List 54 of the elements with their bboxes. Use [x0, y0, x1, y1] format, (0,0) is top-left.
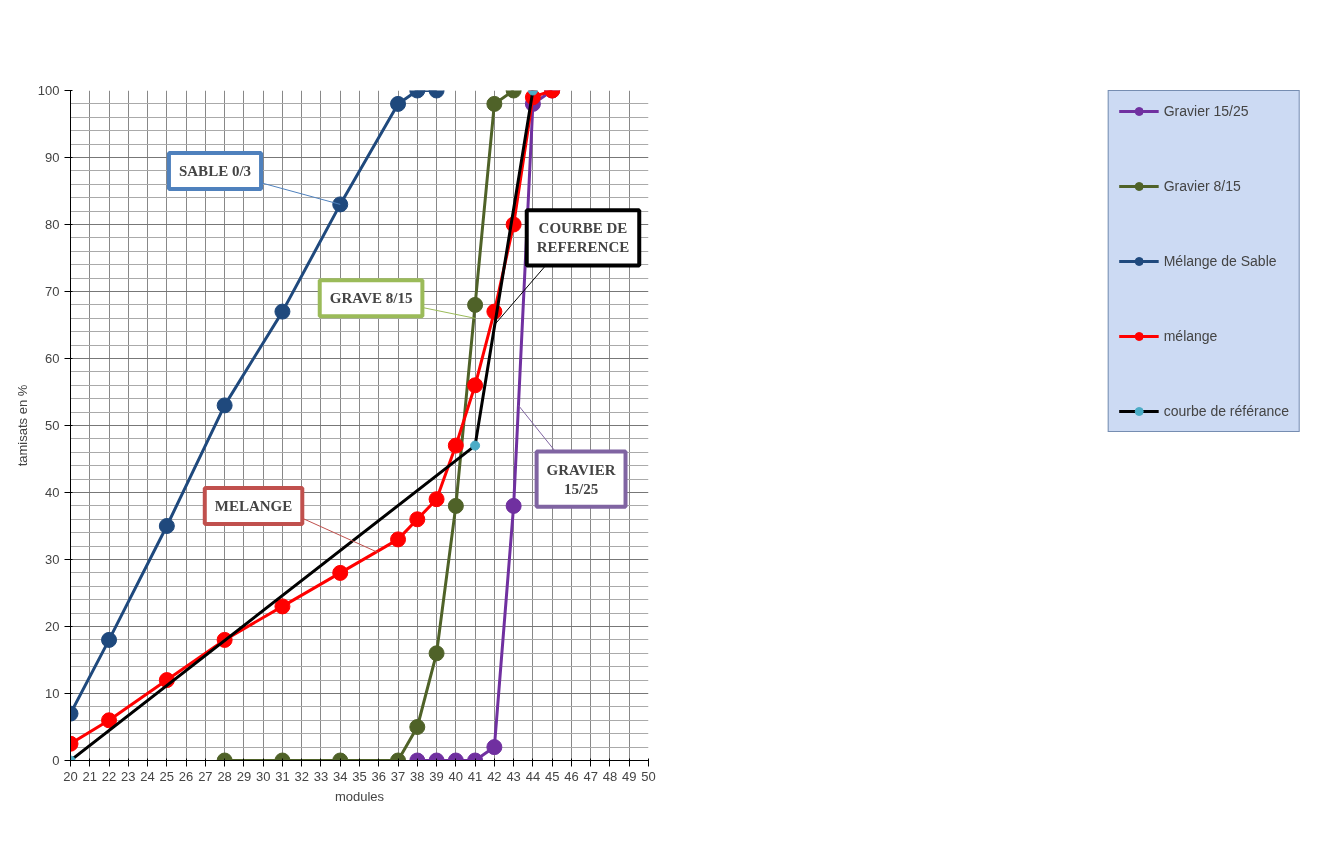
x-tick-label: 22 [101, 768, 117, 784]
x-tick-label: 39 [429, 768, 444, 784]
x-tick-label: 41 [467, 768, 483, 784]
legend-label: Mélange de Sable [1163, 253, 1277, 269]
x-tick-label: 20 [63, 768, 78, 784]
x-tick-label: 21 [82, 768, 98, 784]
x-tick-label: 44 [525, 768, 541, 784]
x-tick-label: 23 [121, 768, 136, 784]
x-tick-label: 43 [506, 768, 521, 784]
y-tick-label: 20 [45, 619, 60, 634]
x-tick-label: 47 [583, 768, 598, 784]
legend-label: Gravier 15/25 [1163, 103, 1249, 119]
annotation: SABLE 0/3 [178, 162, 252, 179]
x-tick-label: 27 [198, 768, 213, 784]
y-tick-label: 0 [52, 753, 60, 768]
y-axis-title: tamisats en % [14, 384, 30, 467]
x-tick-label: 32 [294, 768, 309, 784]
y-tick-label: 90 [45, 150, 60, 165]
legend-label: courbe de référance [1163, 403, 1289, 419]
annotation: GRAVIER 15/25 [546, 461, 616, 497]
x-tick-label: 38 [410, 768, 425, 784]
legend-label: mélange [1163, 328, 1218, 344]
annotation: GRAVE 8/15 [329, 290, 413, 307]
x-tick-label: 33 [313, 768, 329, 784]
x-tick-label: 42 [487, 768, 502, 784]
x-tick-label: 45 [544, 768, 560, 784]
y-tick-label: 40 [45, 485, 60, 500]
x-tick-label: 40 [448, 768, 464, 784]
x-tick-label: 24 [140, 768, 155, 784]
x-tick-label: 37 [390, 768, 406, 784]
x-tick-label: 49 [622, 768, 637, 784]
y-tick-label: 100 [37, 83, 60, 98]
x-tick-label: 35 [352, 768, 367, 784]
x-tick-label: 25 [159, 768, 175, 784]
x-tick-label: 31 [275, 768, 290, 784]
x-tick-label: 30 [255, 768, 271, 784]
x-tick-label: 29 [236, 768, 252, 784]
y-tick-label: 10 [45, 686, 60, 701]
annotation: COURBE DE REFERENCE [536, 220, 630, 256]
x-axis-title: modules [334, 788, 385, 804]
y-tick-label: 50 [45, 418, 60, 433]
x-tick-label: 50 [641, 768, 656, 784]
y-tick-label: 30 [45, 552, 60, 567]
y-tick-label: 80 [45, 217, 60, 232]
y-tick-label: 60 [45, 351, 60, 366]
annotation: MELANGE [214, 497, 293, 514]
x-tick-label: 36 [371, 768, 387, 784]
x-tick-label: 26 [178, 768, 194, 784]
legend-label: Gravier 8/15 [1163, 178, 1241, 194]
x-tick-label: 46 [564, 768, 579, 784]
y-tick-label: 70 [45, 284, 60, 299]
x-tick-label: 34 [333, 768, 348, 784]
x-tick-label: 28 [217, 768, 232, 784]
x-tick-label: 48 [602, 768, 618, 784]
